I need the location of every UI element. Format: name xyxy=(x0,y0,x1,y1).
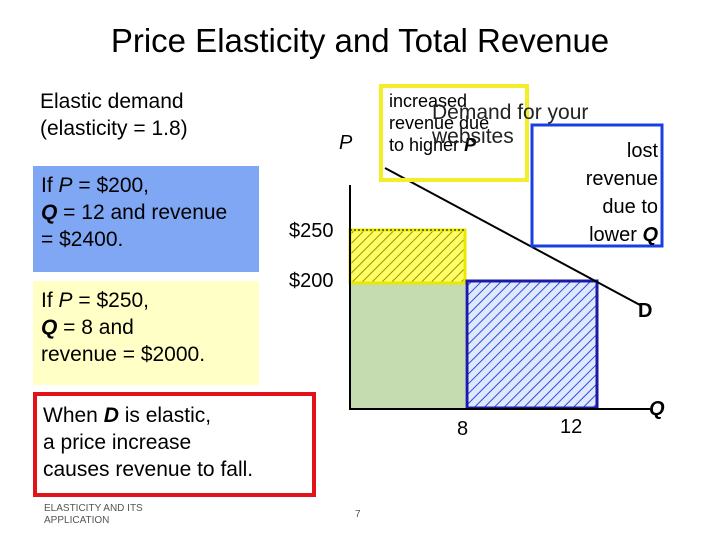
heading-elastic-demand: Elastic demand (elasticity = 1.8) xyxy=(40,90,188,140)
case-price-200-box: If P = $200, Q = 12 and revenue = $2400. xyxy=(33,166,259,272)
increased-revenue-text: increased revenue due to higher P xyxy=(389,91,490,155)
demand-title: Demand for your websites xyxy=(432,101,589,148)
quantity-tick-8: 8 xyxy=(457,418,469,440)
revenue-gain-rect xyxy=(348,228,467,285)
quantity-tick-12: 12 xyxy=(560,416,583,438)
p-axis-label: P xyxy=(339,132,353,154)
price-tick-250: $250 xyxy=(289,220,334,242)
footer-chapter-label: ELASTICITY AND ITS APPLICATION xyxy=(44,503,143,526)
revenue-rect-common xyxy=(350,283,465,408)
lost-revenue-text: lost revenue due to lower Q xyxy=(585,140,658,246)
case-price-250-box: If P = $250, Q = 8 and revenue = $2000. xyxy=(33,281,259,385)
revenue-loss-rect xyxy=(465,279,599,410)
lost-revenue-callout xyxy=(530,123,664,248)
demand-curve-label: D xyxy=(638,300,653,322)
q-axis-label: Q xyxy=(649,398,665,420)
page-number: 7 xyxy=(355,509,361,520)
slide-title: Price Elasticity and Total Revenue xyxy=(110,22,610,59)
conclusion-box: When D is elastic, a price increase caus… xyxy=(33,392,316,497)
increased-revenue-callout xyxy=(379,84,529,182)
demand-curve xyxy=(384,167,641,306)
price-tick-200: $200 xyxy=(289,270,334,292)
